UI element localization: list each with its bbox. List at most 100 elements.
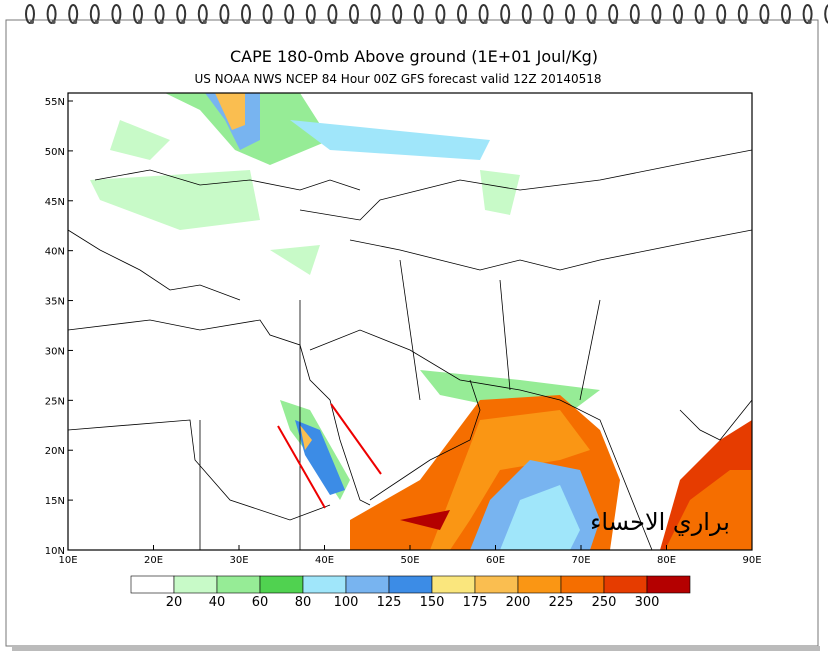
binding-ring [111, 4, 122, 24]
lon-label: 10E [58, 555, 77, 566]
colorbar-swatch [259, 575, 304, 594]
colorbar-swatch [560, 575, 605, 594]
binding-hole [116, 20, 121, 24]
lat-label: 15N [45, 496, 65, 507]
watermark: براري الاحساء [590, 508, 730, 536]
colorbar-label: 125 [377, 595, 402, 610]
lat-label: 20N [45, 446, 65, 457]
binding-ring [133, 4, 143, 24]
binding-ring [68, 4, 79, 24]
binding-ring [305, 4, 316, 24]
binding-ring [781, 4, 791, 24]
binding-ring [241, 4, 251, 24]
binding-ring [262, 4, 273, 24]
binding-hole [570, 20, 574, 24]
binding-hole [202, 20, 207, 24]
colorbar-label: 200 [506, 595, 531, 610]
binding-hole [505, 20, 510, 24]
colorbar-swatch [302, 575, 347, 594]
binding-hole [332, 20, 337, 24]
binding-hole [721, 20, 726, 24]
colorbar-label: 225 [549, 595, 574, 610]
binding-hole [51, 20, 56, 24]
binding-ring [824, 4, 828, 24]
binding-hole [375, 20, 380, 24]
colorbar-label: 250 [592, 595, 617, 610]
colorbar-swatch [474, 575, 519, 594]
colorbar-label: 175 [463, 595, 488, 610]
colorbar-swatch [388, 575, 433, 594]
binding-ring [154, 4, 165, 24]
binding-ring [478, 4, 489, 24]
binding-hole [764, 20, 769, 24]
cape-shading [90, 93, 752, 550]
lat-label: 40N [45, 247, 65, 258]
colorbar-swatch [173, 575, 218, 594]
binding-ring [435, 4, 446, 24]
annotation-line [330, 403, 382, 475]
lat-label: 10N [45, 546, 65, 557]
binding-hole [699, 20, 704, 24]
binding-hole [656, 20, 661, 24]
binding-hole [138, 20, 142, 24]
binding-ring [694, 4, 705, 24]
colorbar-label: 60 [252, 595, 269, 610]
lat-label: 25N [45, 396, 65, 407]
binding-hole [742, 20, 747, 24]
binding-ring [413, 4, 424, 24]
binding-hole [159, 20, 164, 24]
binding-hole [224, 20, 229, 24]
binding-ring [565, 4, 575, 24]
binding-hole [354, 20, 358, 24]
binding-hole [267, 20, 272, 24]
lat-label: 35N [45, 297, 65, 308]
binding-hole [678, 20, 682, 24]
binding-hole [73, 20, 78, 24]
colorbar-label: 20 [166, 595, 183, 610]
binding-rings [25, 4, 828, 24]
paper-shadow [12, 646, 820, 651]
binding-ring [759, 4, 770, 24]
binding-hole [289, 20, 294, 24]
binding-ring [392, 4, 403, 24]
lon-label: 20E [144, 555, 163, 566]
binding-hole [526, 20, 531, 24]
binding-hole [94, 20, 99, 24]
colorbar-label: 150 [420, 595, 445, 610]
binding-ring [89, 4, 100, 24]
colorbar-swatch [216, 575, 261, 594]
map-subtitle: US NOAA NWS NCEP 84 Hour 00Z GFS forecas… [194, 72, 601, 86]
lon-label: 40E [315, 555, 334, 566]
binding-hole [634, 20, 639, 24]
binding-ring [651, 4, 662, 24]
colorbar-label: 40 [209, 595, 226, 610]
colorbar-swatch [431, 575, 476, 594]
lon-label: 90E [742, 555, 761, 566]
map-area: براري الاحساء [67, 92, 753, 551]
colorbar-swatch [646, 575, 691, 594]
binding-hole [462, 20, 466, 24]
colorbar-swatch [345, 575, 390, 594]
map-background [68, 93, 752, 550]
binding-ring [284, 4, 295, 24]
binding-ring [716, 4, 727, 24]
binding-ring [673, 4, 683, 24]
binding-ring [349, 4, 359, 24]
binding-hole [548, 20, 553, 24]
lat-label: 45N [45, 197, 65, 208]
binding-hole [613, 20, 618, 24]
binding-ring [521, 4, 532, 24]
lon-label: 50E [400, 555, 419, 566]
binding-ring [457, 4, 467, 24]
binding-hole [397, 20, 402, 24]
binding-ring [608, 4, 619, 24]
binding-hole [440, 20, 445, 24]
lat-label: 55N [45, 97, 65, 108]
binding-ring [176, 4, 187, 24]
binding-ring [543, 4, 554, 24]
lat-label: 50N [45, 147, 65, 158]
binding-ring [629, 4, 640, 24]
binding-hole [807, 20, 812, 24]
